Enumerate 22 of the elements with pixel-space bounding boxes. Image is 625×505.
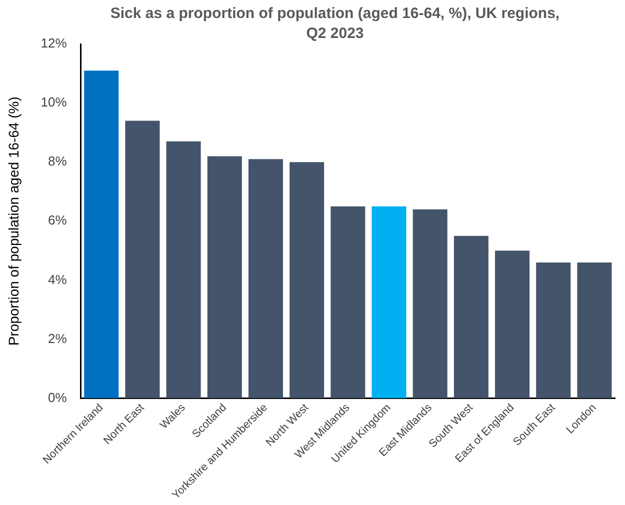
y-tick-label: 12% [40, 36, 68, 51]
y-tick-label: 4% [48, 272, 68, 287]
y-tick-label: 10% [40, 94, 68, 110]
bar [536, 262, 571, 398]
y-axis-title: Proportion of population aged 16-64 (%) [5, 96, 22, 346]
bar [84, 70, 119, 398]
bar [248, 159, 283, 398]
bar [166, 141, 201, 398]
bar [577, 262, 612, 398]
y-tick-label: 0% [48, 390, 68, 405]
chart-title: Sick as a proportion of population (aged 16-64, %), UK regions, Q2 2023 [110, 4, 560, 44]
bar [125, 120, 160, 398]
y-tick-label: 8% [48, 154, 68, 169]
bar [372, 206, 406, 398]
y-tick-label: 2% [48, 330, 68, 346]
bar [290, 162, 324, 398]
bar [454, 236, 488, 398]
bar [207, 156, 242, 398]
bar [412, 209, 448, 398]
y-tick-label: 6% [48, 212, 68, 228]
bar [495, 250, 530, 398]
bar [330, 206, 366, 398]
